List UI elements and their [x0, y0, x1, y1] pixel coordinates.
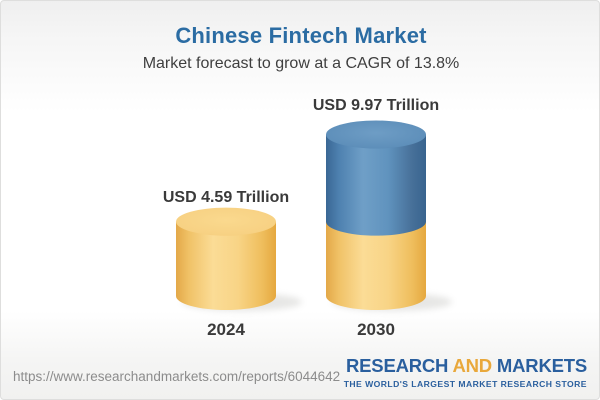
bars-layer	[176, 120, 452, 311]
logo-tagline: THE WORLD'S LARGEST MARKET RESEARCH STOR…	[343, 378, 587, 389]
logo-word-markets: MARKETS	[496, 355, 587, 376]
value-label-2024: USD 4.59 Trillion	[162, 189, 290, 206]
category-label-2030: 2030	[357, 320, 395, 339]
cylinder-segment-2030-blue	[326, 134, 426, 236]
chart-title: Chinese Fintech Market	[175, 23, 427, 48]
category-label-2024: 2024	[207, 320, 245, 339]
report-url-link[interactable]: https://www.researchandmarkets.com/repor…	[13, 369, 341, 384]
cylinder-top-2030	[326, 120, 426, 149]
cylinder-segment-2030-gold	[326, 221, 426, 310]
logo-word-and: AND	[452, 355, 492, 376]
logo-word-research: RESEARCH	[346, 355, 449, 376]
cylinder-top-2024	[176, 207, 276, 236]
logo-wordmark: RESEARCH AND MARKETS	[344, 355, 587, 376]
research-and-markets-logo: RESEARCH AND MARKETS THE WORLD'S LARGEST…	[343, 355, 588, 389]
cylinder-segment-2024-gold	[176, 221, 276, 310]
value-label-2030: USD 9.97 Trillion	[312, 97, 440, 114]
chart-subtitle: Market forecast to grow at a CAGR of 13.…	[142, 55, 460, 72]
